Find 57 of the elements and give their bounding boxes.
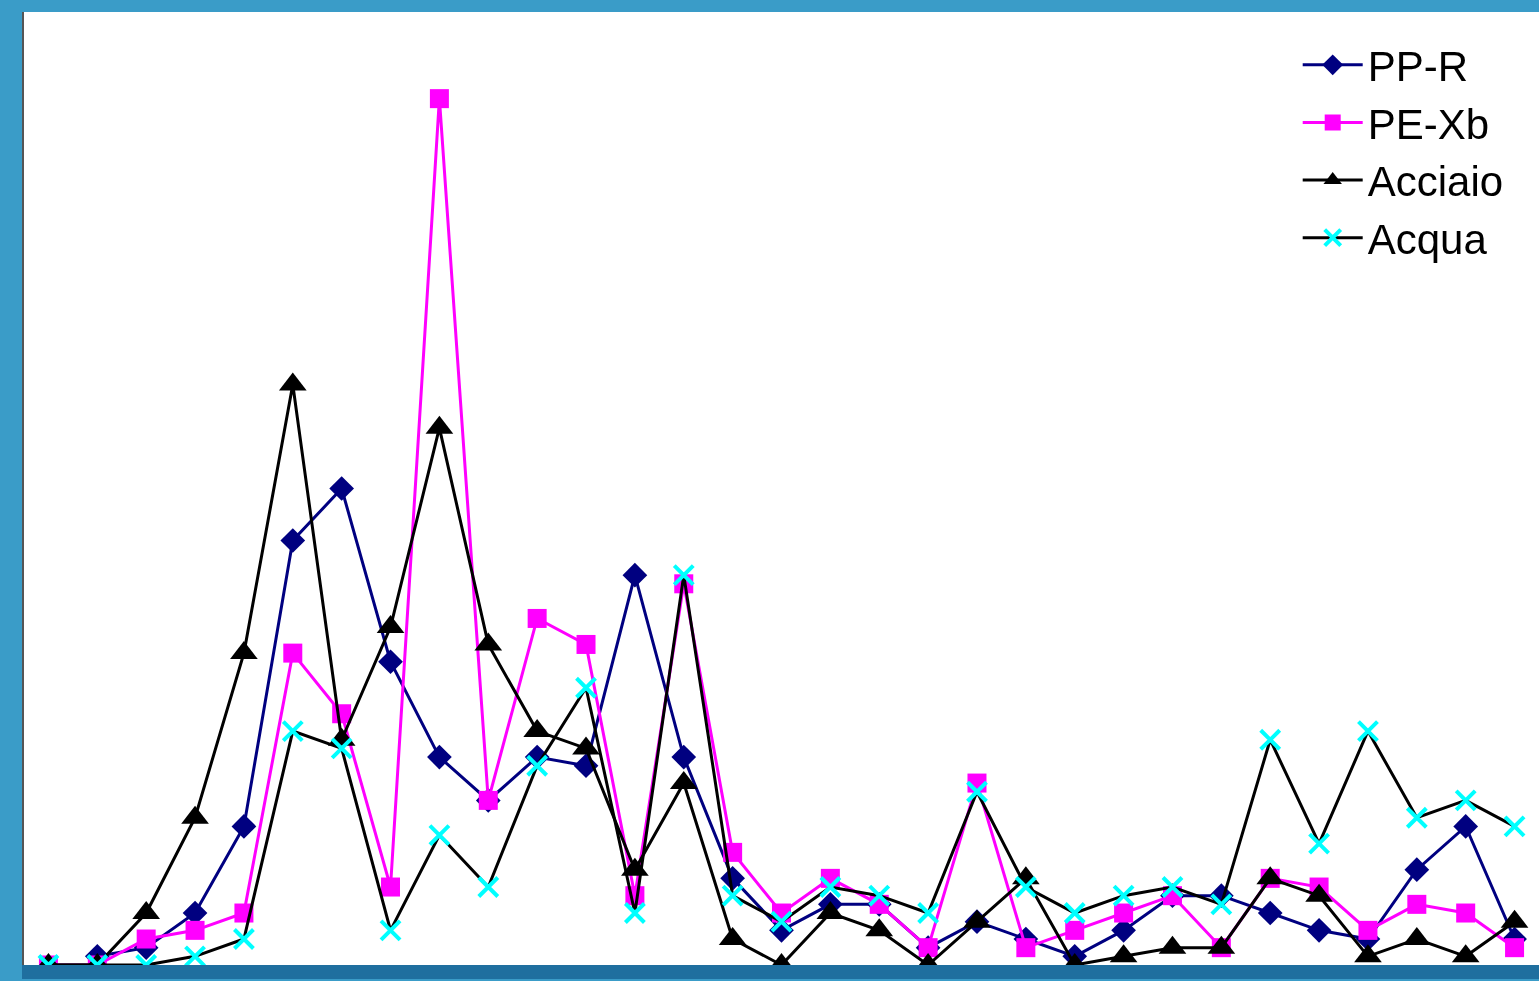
legend-label: PP-R — [1367, 43, 1469, 91]
point — [965, 780, 989, 804]
point — [1065, 920, 1085, 940]
point — [427, 823, 451, 847]
point — [1404, 857, 1430, 883]
point — [1456, 903, 1476, 923]
point — [1454, 788, 1478, 812]
point — [281, 719, 305, 743]
point — [330, 736, 354, 760]
point — [1405, 806, 1429, 830]
point — [1016, 938, 1036, 958]
point — [721, 884, 745, 908]
point — [1356, 719, 1380, 743]
point — [818, 875, 842, 899]
point — [1257, 900, 1283, 926]
point — [623, 901, 647, 925]
point — [1014, 875, 1038, 899]
point — [867, 884, 891, 908]
point — [1114, 903, 1134, 923]
point — [136, 929, 156, 949]
point — [381, 877, 401, 897]
point — [1307, 832, 1331, 856]
point — [1503, 814, 1527, 838]
legend-label: PE-Xb — [1367, 100, 1490, 148]
point — [185, 920, 205, 940]
point — [576, 634, 596, 654]
point — [427, 744, 452, 770]
point — [1209, 892, 1233, 916]
point — [916, 901, 940, 925]
point — [770, 910, 793, 934]
point — [574, 676, 598, 700]
point — [1258, 728, 1282, 752]
legend-label: Acciaio — [1367, 158, 1504, 206]
point — [183, 944, 207, 968]
point — [283, 643, 303, 663]
point — [429, 89, 449, 109]
point — [1112, 884, 1136, 908]
point — [379, 918, 403, 942]
point — [1160, 875, 1184, 899]
point — [1358, 920, 1378, 940]
point — [476, 875, 500, 899]
point — [378, 649, 403, 675]
legend-label: Acqua — [1367, 216, 1488, 264]
point — [1453, 814, 1479, 839]
point — [525, 754, 549, 778]
point — [232, 927, 256, 951]
point — [280, 528, 306, 553]
point — [231, 814, 257, 839]
point — [1505, 938, 1525, 958]
point — [1063, 901, 1087, 925]
point — [329, 476, 355, 501]
point — [671, 744, 697, 770]
point — [622, 562, 648, 588]
point — [527, 608, 547, 628]
point — [672, 563, 696, 587]
point — [1407, 894, 1427, 914]
point — [1306, 918, 1332, 943]
